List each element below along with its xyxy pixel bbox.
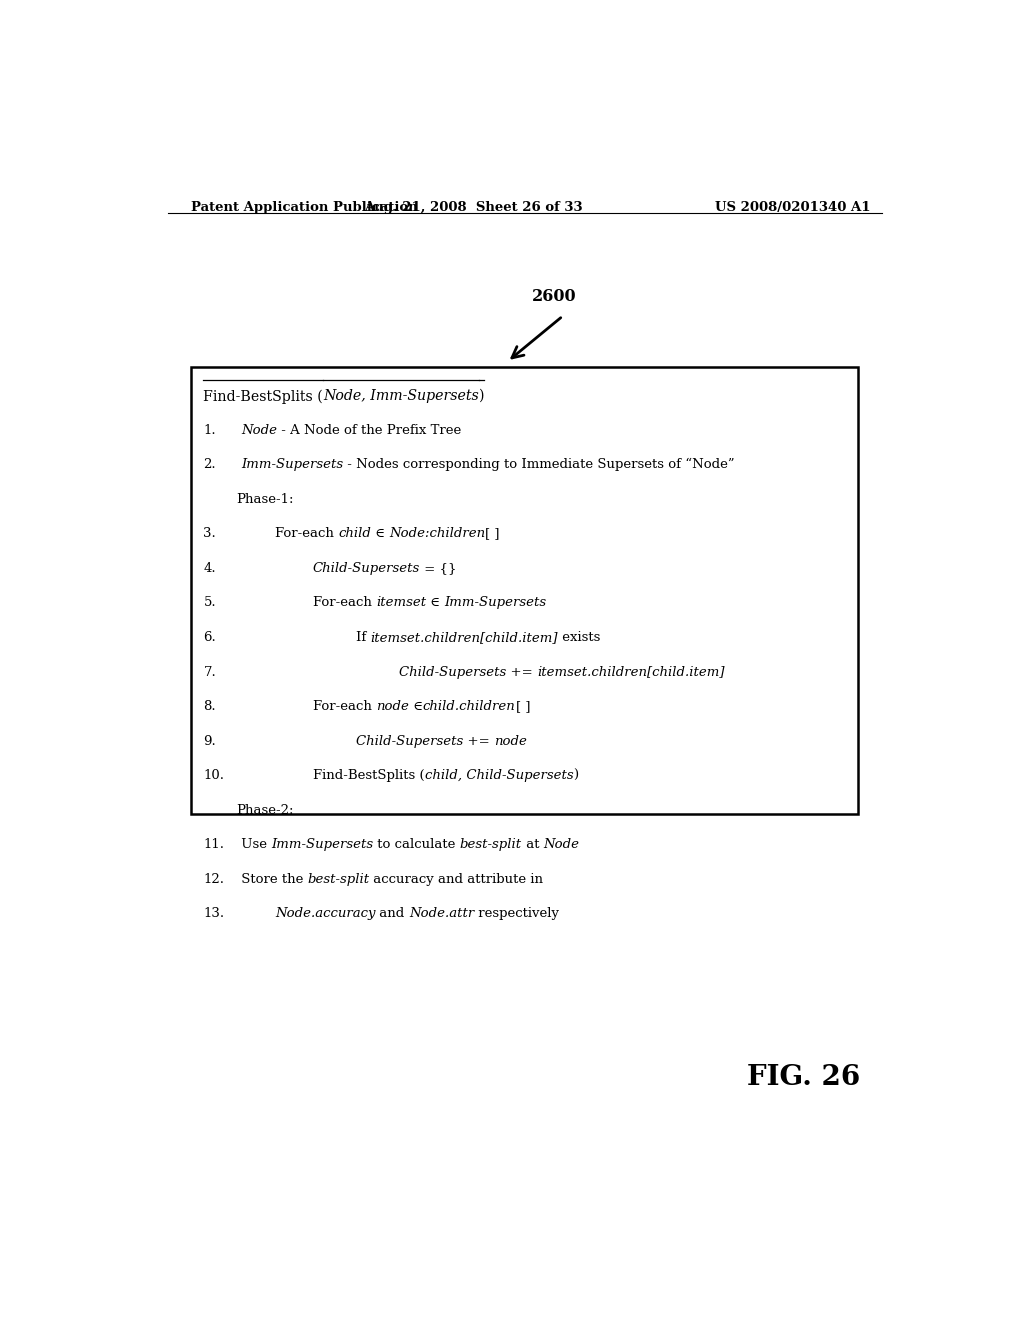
Text: itemset: itemset [376,597,426,610]
Text: ∈: ∈ [371,528,389,540]
Bar [191,367,858,814]
Text: 13.: 13. [204,907,224,920]
Text: Child-Supersets +=: Child-Supersets += [399,665,538,678]
Text: child, Child-Supersets: child, Child-Supersets [425,770,573,783]
Text: 3.: 3. [204,528,216,540]
Text: accuracy and attribute in: accuracy and attribute in [370,873,544,886]
Text: - A Node of the Prefix Tree: - A Node of the Prefix Tree [276,424,461,437]
Text: node: node [376,700,409,713]
Text: Node: Node [241,424,276,437]
Text: Find-BestSplits (: Find-BestSplits ( [313,770,425,783]
Text: 7.: 7. [204,665,216,678]
Text: Aug. 21, 2008  Sheet 26 of 33: Aug. 21, 2008 Sheet 26 of 33 [364,201,583,214]
Text: [ ]: [ ] [485,528,500,540]
Text: best-split: best-split [460,838,522,851]
Text: to calculate: to calculate [373,838,460,851]
Text: ∈: ∈ [426,597,444,610]
Text: child: child [338,528,371,540]
Text: If: If [355,631,371,644]
Text: [ ]: [ ] [516,700,530,713]
Text: exists: exists [558,631,600,644]
Text: For-each: For-each [313,700,376,713]
Text: child.children: child.children [423,700,516,713]
Text: respectively: respectively [474,907,559,920]
Text: Node: Node [544,838,580,851]
Text: 1.: 1. [204,424,216,437]
Text: US 2008/0201340 A1: US 2008/0201340 A1 [715,201,870,214]
Text: node: node [494,735,526,747]
Text: and: and [376,907,409,920]
Text: 12.: 12. [204,873,224,886]
Text: itemset.children[child.item]: itemset.children[child.item] [371,631,558,644]
Text: itemset.children[child.item]: itemset.children[child.item] [538,665,725,678]
Text: 11.: 11. [204,838,224,851]
Text: 9.: 9. [204,735,216,747]
Text: Store the: Store the [237,873,307,886]
Text: Node, Imm-Supersets: Node, Imm-Supersets [324,389,479,403]
Text: Node.accuracy: Node.accuracy [274,907,376,920]
Text: 6.: 6. [204,631,216,644]
Text: Node.attr: Node.attr [409,907,474,920]
Text: ): ) [573,770,579,783]
Text: Node:children: Node:children [389,528,485,540]
Text: - Nodes corresponding to Immediate Supersets of “Node”: - Nodes corresponding to Immediate Super… [343,458,735,471]
Text: For-each: For-each [313,597,376,610]
Text: Find-BestSplits (: Find-BestSplits ( [204,389,324,404]
Text: ∈: ∈ [409,700,423,713]
Text: at: at [522,838,544,851]
Text: Imm-Supersets: Imm-Supersets [241,458,343,471]
Text: Child-Supersets +=: Child-Supersets += [355,735,494,747]
Text: 2.: 2. [204,458,216,471]
Text: best-split: best-split [307,873,370,886]
Text: = {}: = {} [420,562,457,576]
Text: 5.: 5. [204,597,216,610]
Text: Child-Supersets: Child-Supersets [313,562,420,576]
Text: 2600: 2600 [531,289,577,305]
Text: 10.: 10. [204,770,224,783]
Text: Phase-1:: Phase-1: [237,492,294,506]
Text: Imm-Supersets: Imm-Supersets [444,597,547,610]
Text: FIG. 26: FIG. 26 [748,1064,860,1092]
Text: Patent Application Publication: Patent Application Publication [191,201,418,214]
Text: ): ) [479,389,484,403]
Text: Use: Use [237,838,271,851]
Text: Phase-2:: Phase-2: [237,804,294,817]
Text: 4.: 4. [204,562,216,576]
Text: For-each: For-each [274,528,338,540]
Text: 8.: 8. [204,700,216,713]
Text: Imm-Supersets: Imm-Supersets [271,838,373,851]
